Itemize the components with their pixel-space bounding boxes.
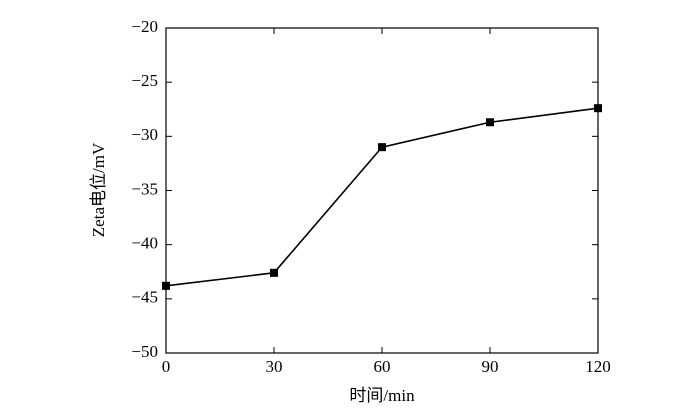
data-point xyxy=(594,104,602,113)
y-tick-label: −40 xyxy=(131,234,158,253)
x-tick-label: 60 xyxy=(374,357,391,376)
y-tick-label: −20 xyxy=(131,17,158,36)
x-tick-label: 0 xyxy=(162,357,171,376)
y-tick-label: −45 xyxy=(131,288,158,307)
x-axis-label: 时间/min xyxy=(349,386,415,405)
plot-frame xyxy=(165,27,599,354)
data-point xyxy=(486,118,494,127)
y-tick-label: −30 xyxy=(131,125,158,144)
y-tick-label: −35 xyxy=(131,179,158,198)
x-tick-label: 90 xyxy=(482,357,499,376)
y-axis-label: Zeta电位/mV xyxy=(89,142,108,237)
x-tick-label: 30 xyxy=(266,357,283,376)
series-line xyxy=(165,107,599,287)
y-tick-label: −25 xyxy=(131,71,158,90)
data-point xyxy=(270,268,278,277)
data-point xyxy=(162,281,170,290)
x-tick-label: 120 xyxy=(585,357,611,376)
data-point xyxy=(378,143,386,152)
y-tick-label: −50 xyxy=(131,342,158,361)
